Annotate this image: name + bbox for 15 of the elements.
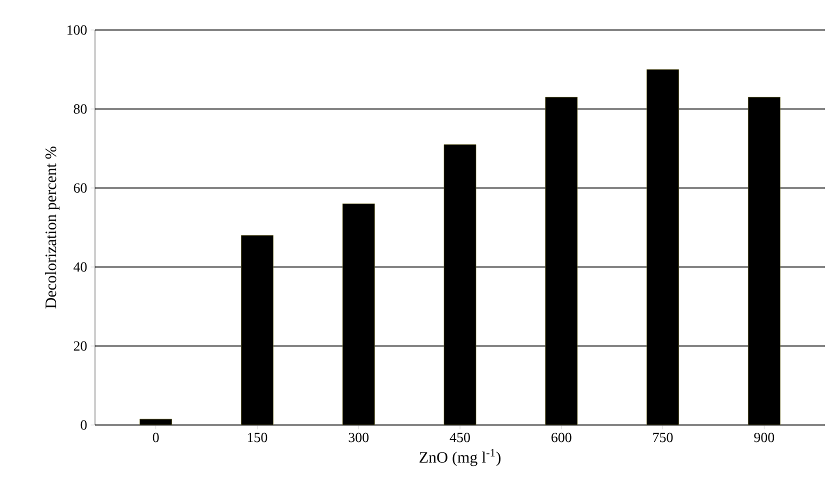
x-tick-label: 150 [248,432,268,442]
y-tick-label: 20 [74,341,87,351]
y-tick-label: 60 [74,183,87,193]
x-tick-label: 900 [754,432,774,442]
x-tick-label: 600 [552,432,572,442]
y-tick-label: 100 [68,25,87,35]
y-tick-label: 0 [80,420,87,430]
y-tick-label: 80 [74,104,87,114]
x-tick-label: 0 [152,432,159,442]
x-tick-label: 750 [653,432,673,442]
y-axis-title: Decolorization percent % [45,146,60,308]
x-tick-label: 300 [348,432,369,442]
y-tick-label: 40 [74,262,87,272]
x-axis-title: ZnO (mg l$^{-1}$) [420,449,500,466]
x-tick-label: 450 [450,432,470,442]
